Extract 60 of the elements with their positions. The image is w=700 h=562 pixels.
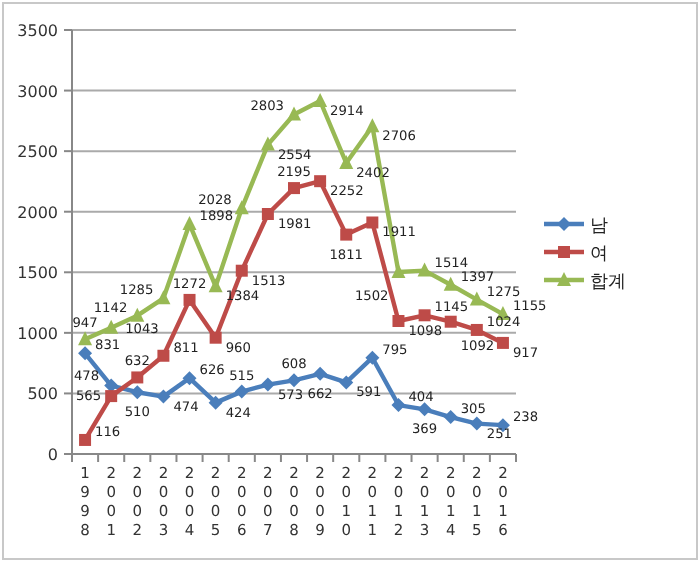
point [443, 276, 458, 291]
point [104, 378, 119, 393]
point [235, 264, 248, 277]
point [78, 346, 93, 361]
point [156, 389, 171, 404]
point [157, 349, 170, 362]
point [105, 390, 118, 403]
point [418, 309, 431, 322]
y-tick-label: 1000 [17, 324, 58, 343]
point [365, 350, 380, 365]
y-tick-label: 2500 [17, 143, 58, 162]
point [339, 375, 354, 390]
point [392, 314, 405, 327]
point [340, 228, 353, 241]
point [131, 371, 144, 384]
y-tick-label: 0 [47, 446, 58, 464]
point [234, 384, 249, 399]
point [314, 175, 327, 188]
point [260, 136, 275, 151]
point [443, 410, 458, 425]
legend-label: 남 [590, 217, 608, 237]
point [444, 315, 457, 328]
point [470, 323, 483, 336]
y-tick-label: 2000 [17, 203, 58, 222]
point [209, 331, 222, 344]
point [365, 118, 380, 133]
y-tick-label: 1500 [17, 264, 58, 283]
point [313, 366, 328, 381]
point [130, 307, 145, 322]
point [469, 416, 484, 431]
point [417, 262, 432, 277]
point [469, 291, 484, 306]
point [156, 290, 171, 305]
point [287, 106, 301, 121]
y-tick-label: 3500 [17, 22, 58, 40]
point [208, 395, 223, 410]
y-tick-label: 3000 [17, 82, 58, 101]
point [417, 402, 432, 417]
point [496, 336, 509, 349]
point [79, 433, 92, 446]
point [287, 373, 301, 388]
point [130, 385, 145, 400]
point [104, 319, 119, 334]
point [288, 182, 300, 195]
point [182, 371, 197, 386]
point [182, 216, 197, 231]
legend-label: 합계 [590, 273, 626, 293]
point [234, 200, 249, 215]
point [261, 208, 274, 221]
legend-label: 여 [590, 245, 608, 265]
point [339, 155, 354, 170]
point [313, 92, 328, 107]
point [260, 377, 275, 392]
point [391, 264, 406, 279]
point [391, 398, 406, 413]
y-tick-label: 500 [27, 385, 58, 404]
point [208, 278, 223, 293]
point [183, 293, 196, 306]
point [78, 331, 93, 346]
point [366, 216, 379, 229]
